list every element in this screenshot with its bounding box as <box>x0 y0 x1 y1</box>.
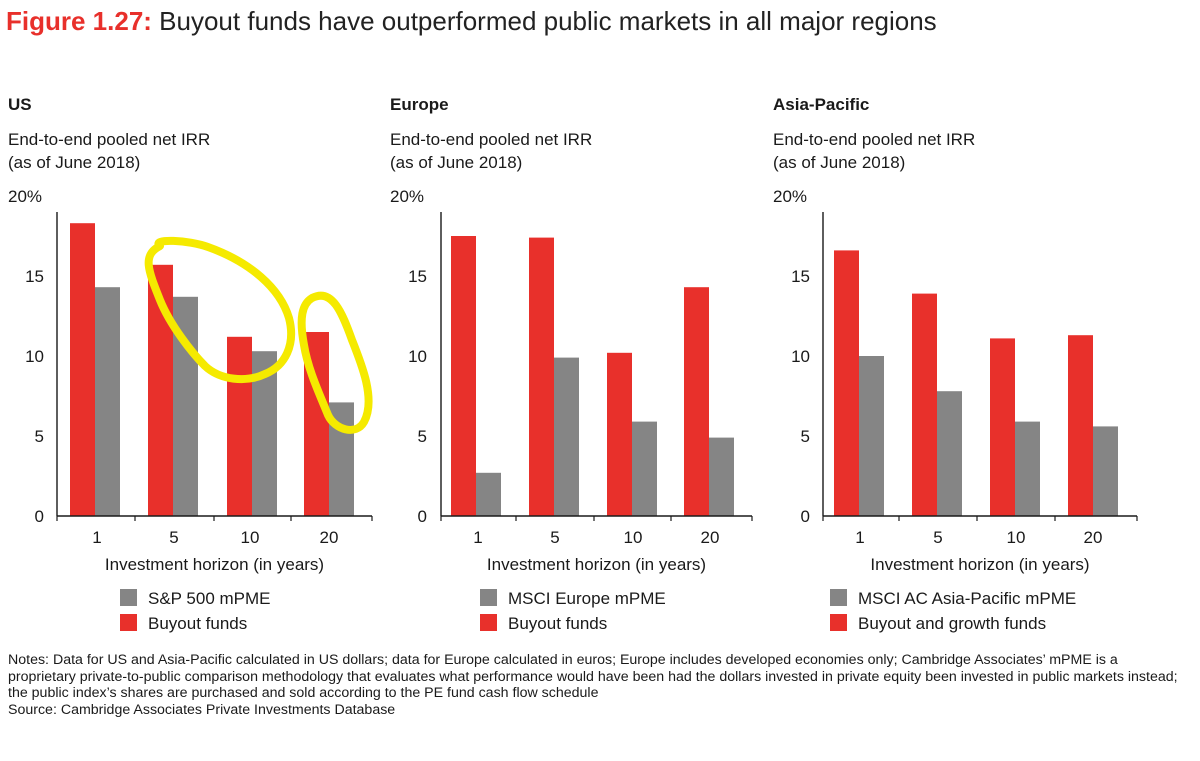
notes-text: Notes: Data for US and Asia-Pacific calc… <box>8 652 1178 701</box>
legend-swatch-public <box>830 589 847 606</box>
legend-swatch-public <box>120 589 137 606</box>
x-tick-label: 1 <box>855 528 864 547</box>
legend-swatch-buyout <box>830 614 847 631</box>
y-tick-label: 10 <box>408 347 427 366</box>
bar-public <box>937 391 962 516</box>
bar-public <box>476 472 501 516</box>
x-axis-label: Investment horizon (in years) <box>487 555 706 574</box>
chart-title: Asia-Pacific <box>773 95 869 114</box>
legend-label: S&P 500 mPME <box>148 589 271 608</box>
y-tick-label: 0 <box>801 507 810 526</box>
x-tick-label: 1 <box>92 528 101 547</box>
bar-buyout <box>529 237 554 516</box>
x-tick-label: 5 <box>933 528 942 547</box>
x-tick-label: 10 <box>624 528 643 547</box>
chart-subtitle-line2: (as of June 2018) <box>773 153 905 172</box>
bar-public <box>859 356 884 516</box>
y-tick-label: 5 <box>35 427 44 446</box>
source-text: Source: Cambridge Associates Private Inv… <box>8 701 396 718</box>
y-tick-label: 15 <box>25 267 44 286</box>
bar-public <box>95 287 120 516</box>
y-tick-label: 10 <box>791 347 810 366</box>
figure-title-text: Buyout funds have outperformed public ma… <box>159 6 937 36</box>
figure-title: Figure 1.27: Buyout funds have outperfor… <box>6 4 937 38</box>
bar-public <box>632 421 657 516</box>
bar-buyout <box>1068 335 1093 516</box>
bar-buyout <box>607 352 632 516</box>
bar-public <box>1093 426 1118 516</box>
bar-public <box>1015 421 1040 516</box>
x-tick-label: 20 <box>1084 528 1103 547</box>
bar-buyout <box>990 338 1015 516</box>
chart-subtitle-line2: (as of June 2018) <box>390 153 522 172</box>
x-axis-label: Investment horizon (in years) <box>105 555 324 574</box>
y-tick-label: 15 <box>408 267 427 286</box>
y-axis-top-label: 20% <box>8 187 42 206</box>
highlight-circle-annotation <box>144 236 296 384</box>
chart-subtitle-line1: End-to-end pooled net IRR <box>8 130 210 149</box>
y-tick-label: 5 <box>418 427 427 446</box>
y-tick-label: 0 <box>418 507 427 526</box>
bar-buyout <box>834 250 859 516</box>
bar-buyout <box>227 336 252 516</box>
x-tick-label: 20 <box>701 528 720 547</box>
bar-buyout <box>451 236 476 516</box>
charts-area: US End-to-end pooled net IRR (as of June 2… <box>8 95 1138 633</box>
legend-label: Buyout and growth funds <box>858 614 1046 633</box>
x-tick-label: 5 <box>550 528 559 547</box>
x-tick-label: 10 <box>1007 528 1026 547</box>
bar-buyout <box>684 287 709 516</box>
legend-label: Buyout funds <box>508 614 607 633</box>
figure-label: Figure 1.27: <box>6 6 152 36</box>
bar-public <box>554 357 579 516</box>
x-tick-label: 10 <box>241 528 260 547</box>
chart-title: Europe <box>390 95 449 114</box>
bar-buyout <box>912 293 937 516</box>
notes-section: Notes: Data for US and Asia-Pacific calc… <box>8 652 1188 718</box>
bar-public <box>709 437 734 516</box>
y-tick-label: 10 <box>25 347 44 366</box>
y-axis-top-label: 20% <box>773 187 807 206</box>
legend-swatch-public <box>480 589 497 606</box>
legend-swatch-buyout <box>480 614 497 631</box>
x-axis-label: Investment horizon (in years) <box>870 555 1089 574</box>
legend-label: Buyout funds <box>148 614 247 633</box>
x-tick-label: 5 <box>169 528 178 547</box>
chart-subtitle-line1: End-to-end pooled net IRR <box>390 130 592 149</box>
legend-label: MSCI AC Asia-Pacific mPME <box>858 589 1076 608</box>
x-tick-label: 1 <box>473 528 482 547</box>
legend-label: MSCI Europe mPME <box>508 589 666 608</box>
y-axis-top-label: 20% <box>390 187 424 206</box>
chart-title: US <box>8 95 32 114</box>
y-tick-label: 5 <box>801 427 810 446</box>
chart-subtitle-line1: End-to-end pooled net IRR <box>773 130 975 149</box>
y-tick-label: 15 <box>791 267 810 286</box>
highlight-circle-annotation <box>297 291 373 434</box>
x-tick-label: 20 <box>320 528 339 547</box>
y-tick-label: 0 <box>35 507 44 526</box>
chart-subtitle-line2: (as of June 2018) <box>8 153 140 172</box>
legend-swatch-buyout <box>120 614 137 631</box>
bar-buyout <box>70 223 95 516</box>
